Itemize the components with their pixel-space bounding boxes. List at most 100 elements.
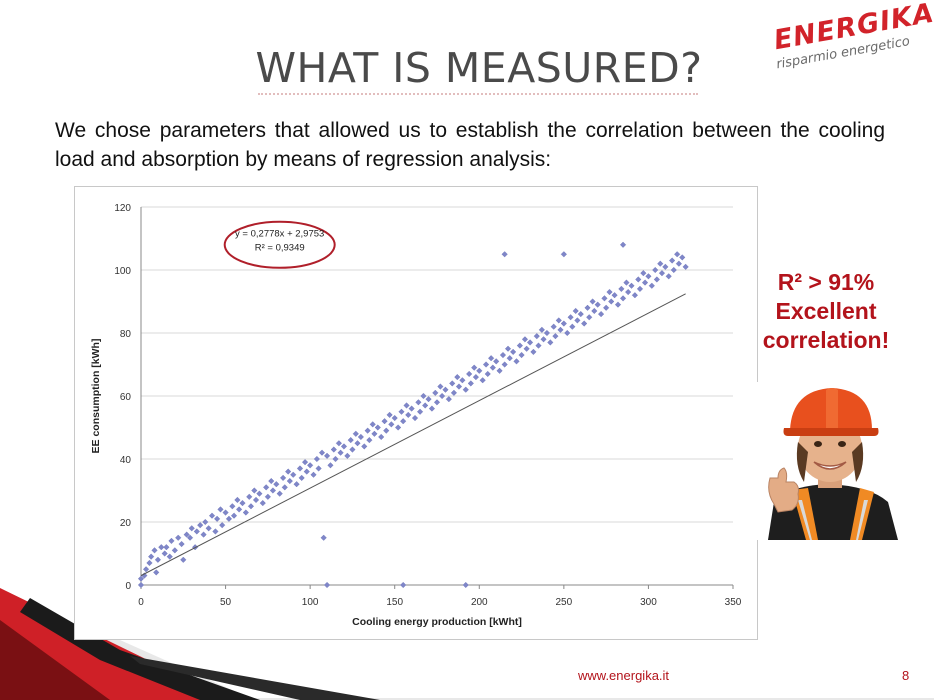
data-point: [290, 471, 297, 478]
data-point: [217, 506, 224, 513]
data-point: [533, 333, 540, 340]
data-point: [239, 500, 246, 507]
data-point: [530, 348, 537, 355]
data-point: [538, 326, 545, 333]
data-point: [340, 443, 348, 450]
data-point: [175, 534, 182, 541]
chart-trendline: [140, 293, 686, 577]
data-point: [400, 418, 407, 425]
data-point: [501, 251, 508, 258]
photo-illustration: [748, 382, 910, 540]
data-point: [555, 317, 562, 324]
data-point: [577, 311, 584, 318]
data-point: [230, 512, 238, 519]
x-tick-label: 0: [138, 597, 144, 608]
data-point: [276, 490, 283, 497]
data-point: [479, 377, 486, 384]
data-point: [450, 389, 457, 396]
x-tick-label: 350: [725, 597, 742, 608]
data-point: [476, 367, 483, 374]
data-point: [618, 285, 625, 292]
chart-grid: [141, 206, 733, 523]
data-point: [323, 452, 331, 459]
x-tick-label: 50: [220, 597, 232, 608]
data-point: [591, 307, 598, 315]
data-point: [657, 260, 664, 267]
data-point: [293, 481, 300, 488]
data-point: [183, 531, 190, 538]
data-point: [347, 437, 354, 444]
y-tick-label: 60: [120, 392, 132, 403]
data-point: [432, 389, 439, 396]
data-point: [166, 553, 173, 560]
data-point: [445, 396, 452, 403]
chart-points: [137, 241, 689, 589]
y-tick-label: 20: [120, 518, 132, 529]
data-point: [472, 374, 479, 381]
data-point: [252, 496, 260, 504]
chart-canvas: 0 20 40 60 80 100 120 0 50 100 150 200 250 300 350 y = …: [90, 203, 742, 628]
data-point: [298, 474, 305, 481]
data-point: [357, 433, 364, 441]
data-point: [137, 575, 145, 582]
data-point: [603, 304, 610, 311]
data-point: [208, 512, 216, 519]
data-point: [550, 323, 557, 330]
data-point: [142, 566, 150, 573]
data-point: [315, 465, 322, 472]
data-point: [163, 544, 170, 551]
data-point: [454, 374, 461, 381]
footer-website-link[interactable]: www.energika.it: [578, 668, 670, 683]
chart-labels: 0 20 40 60 80 100 120 0 50 100 150 200 250 300 350 y = …: [90, 203, 742, 628]
data-point: [619, 295, 627, 302]
data-point: [212, 528, 219, 535]
data-point: [640, 270, 647, 277]
data-point: [202, 518, 209, 526]
data-point: [273, 481, 280, 488]
x-tick-label: 250: [556, 597, 573, 608]
data-point: [303, 468, 310, 475]
data-point: [557, 326, 564, 333]
data-point: [682, 263, 689, 270]
data-point: [151, 547, 158, 554]
data-point: [675, 260, 682, 267]
x-tick-label: 100: [302, 597, 319, 608]
x-tick-label: 300: [640, 597, 657, 608]
data-point: [188, 525, 195, 532]
y-tick-label: 80: [120, 329, 132, 340]
y-tick-label: 120: [114, 203, 131, 214]
title-spellcheck-underline: [258, 90, 698, 95]
data-point: [455, 383, 463, 390]
data-point: [547, 339, 554, 346]
data-point: [415, 399, 422, 406]
data-point: [234, 496, 241, 504]
data-point: [581, 320, 588, 327]
data-point: [313, 455, 320, 463]
data-point: [652, 266, 659, 274]
data-point: [236, 506, 243, 513]
data-point: [466, 370, 473, 378]
data-point: [569, 323, 576, 330]
data-point: [400, 581, 407, 589]
data-point: [484, 370, 491, 378]
y-tick-label: 0: [125, 581, 131, 592]
data-point: [516, 342, 523, 349]
data-point: [574, 317, 581, 324]
data-point: [263, 484, 270, 491]
data-point: [383, 427, 390, 434]
data-point: [168, 537, 175, 544]
data-point: [482, 361, 490, 368]
data-point: [506, 355, 513, 362]
data-point: [623, 279, 630, 286]
data-point: [371, 430, 378, 437]
data-point: [636, 285, 644, 292]
data-point: [349, 446, 356, 453]
r-squared-label: R² = 0,9349: [255, 243, 305, 254]
data-point: [496, 367, 503, 374]
data-point: [535, 342, 542, 349]
data-point: [354, 440, 361, 447]
data-point: [219, 522, 226, 529]
data-point: [493, 358, 500, 365]
data-point: [186, 534, 194, 541]
data-point: [521, 336, 529, 343]
